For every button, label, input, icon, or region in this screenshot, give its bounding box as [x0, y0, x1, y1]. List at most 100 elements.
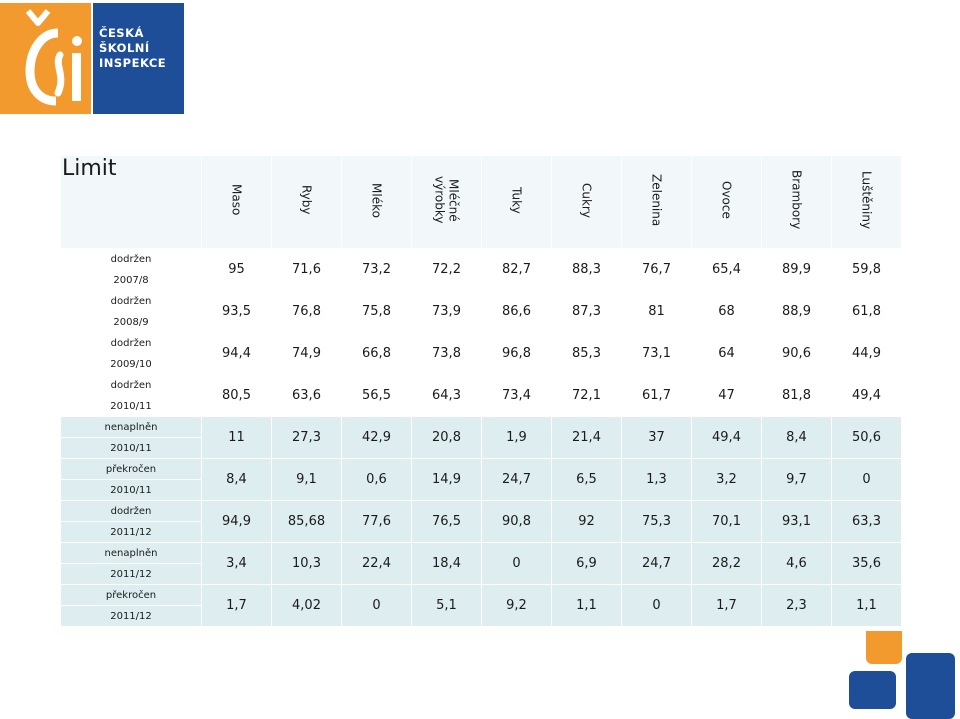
table-cell: 3,4: [201, 542, 272, 585]
table-cell: 96,8: [481, 332, 552, 375]
col-header: Ryby: [271, 155, 342, 249]
table-row: dodržen 94,9 85,68 77,6 76,5 90,8 92 75,…: [60, 500, 902, 543]
table-cell: 75,8: [341, 290, 412, 333]
table-cell: 0,6: [341, 458, 412, 501]
row-status: překročen: [60, 584, 202, 606]
table-cell: 4,6: [761, 542, 832, 585]
row-year: 2011/12: [60, 605, 202, 627]
csi-logo-glyph-icon: [25, 9, 82, 106]
page-title: Limit: [62, 156, 117, 181]
table-cell: 9,2: [481, 584, 552, 627]
row-year: 2011/12: [60, 521, 202, 543]
table-row: 2010/11: [60, 437, 902, 459]
table-cell: 85,3: [551, 332, 622, 375]
table-cell: 72,2: [411, 248, 482, 291]
table-cell: 35,6: [831, 542, 902, 585]
row-year: 2009/10: [60, 353, 202, 375]
table-cell: 80,5: [201, 374, 272, 417]
table-cell: 5,1: [411, 584, 482, 627]
table-row: překročen 8,4 9,1 0,6 14,9 24,7 6,5 1,3 …: [60, 458, 902, 501]
decor-square-orange: [866, 631, 902, 664]
row-status: nenaplněn: [60, 416, 202, 438]
col-header-label: Ovoce: [719, 181, 734, 219]
table-row: 2010/11: [60, 395, 902, 417]
table-cell: 6,9: [551, 542, 622, 585]
table-cell: 59,8: [831, 248, 902, 291]
col-header: Mléko: [341, 155, 412, 249]
table-cell: 70,1: [691, 500, 762, 543]
table-cell: 75,3: [621, 500, 692, 543]
row-status: dodržen: [60, 374, 202, 396]
table-cell: 10,3: [271, 542, 342, 585]
table-cell: 1,1: [551, 584, 622, 627]
limit-table: Maso Ryby Mléko Mléčné výrobky Tuky Cukr…: [60, 155, 902, 627]
col-header: Cukry: [551, 155, 622, 249]
col-header: Ovoce: [691, 155, 762, 249]
table-cell: 76,8: [271, 290, 342, 333]
table-row: dodržen 93,5 76,8 75,8 73,9 86,6 87,3 81…: [60, 290, 902, 333]
csi-logo-mark: [0, 3, 91, 114]
row-year: 2007/8: [60, 269, 202, 291]
table-cell: 24,7: [621, 542, 692, 585]
col-header: Brambory: [761, 155, 832, 249]
col-header-label: Tuky: [509, 186, 524, 214]
table-cell: 27,3: [271, 416, 342, 459]
table-row: nenaplněn 3,4 10,3 22,4 18,4 0 6,9 24,7 …: [60, 542, 902, 585]
corner-cell: [60, 155, 202, 249]
row-status: překročen: [60, 458, 202, 480]
table-cell: 64,3: [411, 374, 482, 417]
row-year: 2010/11: [60, 395, 202, 417]
table-cell: 95: [201, 248, 272, 291]
table-cell: 72,1: [551, 374, 622, 417]
table-row: dodržen 94,4 74,9 66,8 73,8 96,8 85,3 73…: [60, 332, 902, 375]
table-cell: 74,9: [271, 332, 342, 375]
col-header: Zelenina: [621, 155, 692, 249]
table-cell: 28,2: [691, 542, 762, 585]
table-cell: 1,7: [201, 584, 272, 627]
decor-square-blue-large: [906, 653, 955, 719]
table-cell: 24,7: [481, 458, 552, 501]
table-cell: 90,6: [761, 332, 832, 375]
table-cell: 9,1: [271, 458, 342, 501]
row-status: dodržen: [60, 500, 202, 522]
table-row: 2008/9: [60, 311, 902, 333]
table-row: 2011/12: [60, 605, 902, 627]
row-status: dodržen: [60, 248, 202, 270]
col-header-label: Ryby: [299, 185, 314, 215]
table-row: nenaplněn 11 27,3 42,9 20,8 1,9 21,4 37 …: [60, 416, 902, 459]
table-cell: 87,3: [551, 290, 622, 333]
table-cell: 56,5: [341, 374, 412, 417]
table-cell: 44,9: [831, 332, 902, 375]
logo-line-3: INSPEKCE: [99, 56, 167, 70]
table-cell: 1,1: [831, 584, 902, 627]
csi-logo-wordmark: [93, 3, 184, 114]
row-year: 2011/12: [60, 563, 202, 585]
table-cell: 2,3: [761, 584, 832, 627]
table-cell: 94,9: [201, 500, 272, 543]
table-cell: 82,7: [481, 248, 552, 291]
table-cell: 0: [481, 542, 552, 585]
col-header-label: Mléčné výrobky: [432, 176, 461, 224]
table-cell: 3,2: [691, 458, 762, 501]
table-cell: 94,4: [201, 332, 272, 375]
table-cell: 63,3: [831, 500, 902, 543]
col-header-label: Maso: [229, 184, 244, 216]
table-cell: 65,4: [691, 248, 762, 291]
table-cell: 73,9: [411, 290, 482, 333]
table-cell: 1,3: [621, 458, 692, 501]
col-header-label: Mléko: [369, 182, 384, 218]
table-cell: 93,5: [201, 290, 272, 333]
col-header: Mléčné výrobky: [411, 155, 482, 249]
table-cell: 88,9: [761, 290, 832, 333]
table-cell: 0: [831, 458, 902, 501]
col-header: Tuky: [481, 155, 552, 249]
table-cell: 0: [621, 584, 692, 627]
table-cell: 22,4: [341, 542, 412, 585]
row-year: 2010/11: [60, 437, 202, 459]
row-status: nenaplněn: [60, 542, 202, 564]
table-cell: 37: [621, 416, 692, 459]
table-cell: 71,6: [271, 248, 342, 291]
table-row: překročen 1,7 4,02 0 5,1 9,2 1,1 0 1,7 2…: [60, 584, 902, 627]
table-cell: 14,9: [411, 458, 482, 501]
table-cell: 1,9: [481, 416, 552, 459]
